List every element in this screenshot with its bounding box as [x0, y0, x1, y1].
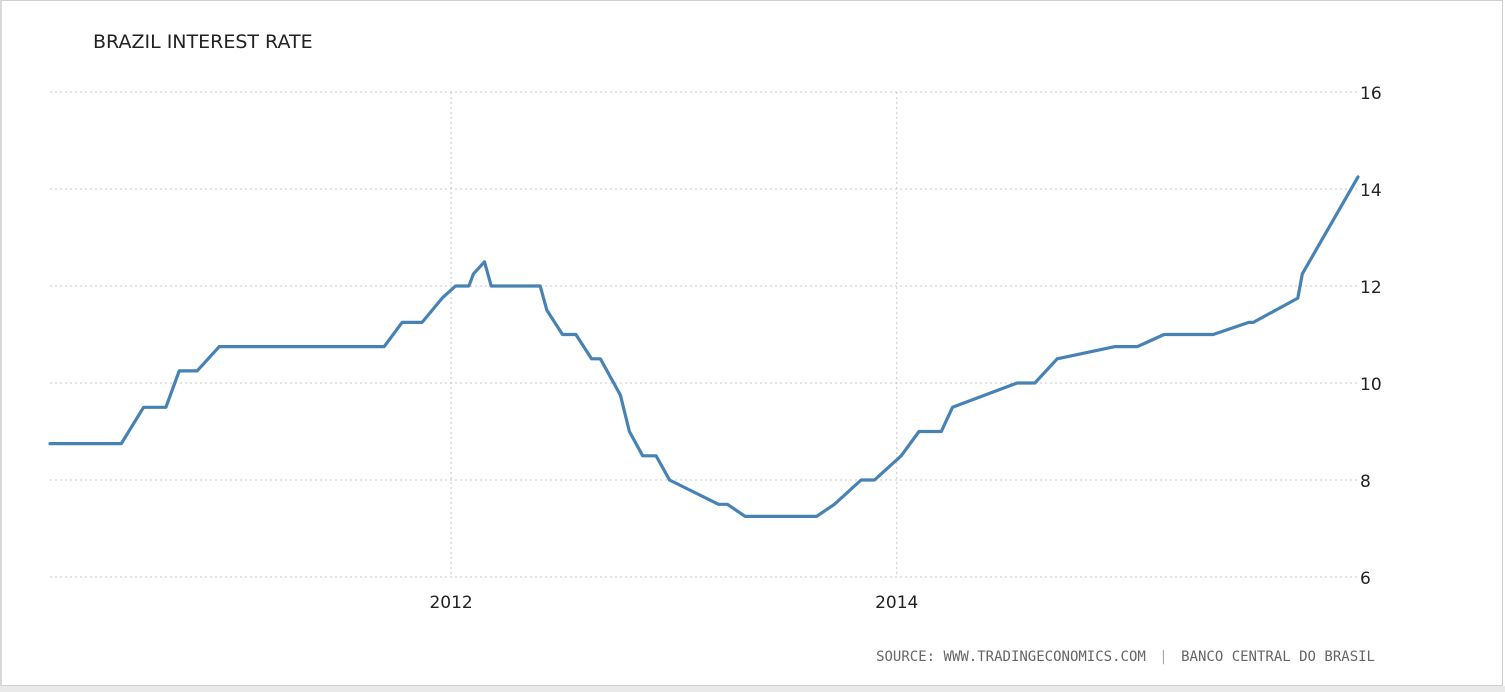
source-site-link[interactable]: WWW.TRADINGECONOMICS.COM: [943, 649, 1146, 665]
y-tick-labels: 6 8 10 12 14 16: [1360, 84, 1382, 589]
x-tick-label: 2014: [875, 593, 918, 613]
y-gridlines: [50, 91, 1360, 578]
source-prefix: SOURCE:: [876, 649, 936, 665]
y-tick-label: 10: [1360, 375, 1382, 395]
source-origin: BANCO CENTRAL DO BRASIL: [1181, 649, 1375, 665]
y-tick-label: 14: [1360, 181, 1382, 201]
y-tick-label: 12: [1360, 278, 1382, 298]
frame-bottom-border: [0, 686, 1505, 692]
x-gridlines: [450, 92, 898, 577]
source-separator: |: [1159, 649, 1168, 665]
y-tick-label: 6: [1360, 569, 1371, 589]
x-tick-labels: 2012 2014: [429, 593, 918, 613]
y-tick-label: 16: [1360, 84, 1382, 104]
source-note: SOURCE: WWW.TRADINGECONOMICS.COM | BANCO…: [876, 649, 1375, 665]
x-tick-label: 2012: [429, 593, 472, 613]
series-group: [48, 175, 1360, 519]
y-tick-label: 8: [1360, 472, 1371, 492]
series-line: [48, 175, 1360, 519]
chart-title: BRAZIL INTEREST RATE: [93, 31, 313, 53]
